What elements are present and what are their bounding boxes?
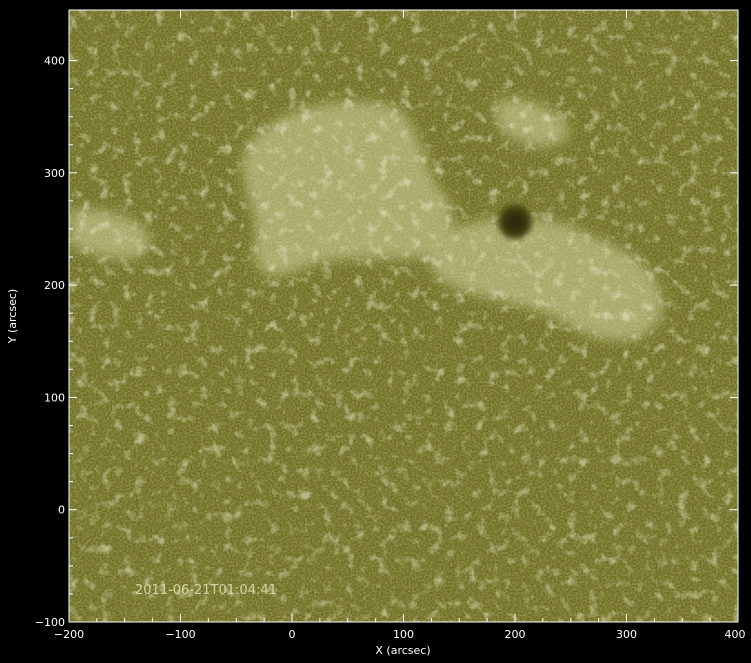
x-axis-label: X (arcsec)	[375, 644, 430, 657]
x-tick-label: −100	[165, 628, 195, 641]
x-tick-label: 100	[393, 628, 414, 641]
granulation-texture	[69, 10, 738, 622]
timestamp-label: 2011-06-21T01:04:41	[135, 583, 277, 598]
solar-image: 2011-06-21T01:04:41	[69, 10, 738, 622]
y-tick-label: 0	[58, 504, 65, 517]
x-tick-label: 300	[616, 628, 637, 641]
x-tick-label: 400	[725, 628, 746, 641]
y-tick-label: 200	[44, 279, 65, 292]
y-tick-label: 100	[44, 391, 65, 404]
x-tick-label: 200	[505, 628, 526, 641]
sunspot-umbra	[506, 213, 524, 231]
y-tick-label: 400	[44, 55, 65, 68]
y-axis-label: Y (arcsec)	[6, 289, 19, 344]
x-tick-label: 0	[289, 628, 296, 641]
y-tick-label: −100	[35, 616, 65, 629]
y-tick-label: 300	[44, 167, 65, 180]
x-tick-label: −200	[54, 628, 84, 641]
y-axis: −100 0 100 200 300 400	[35, 55, 738, 629]
x-axis: −200 −100 0 100 200 300 400	[54, 10, 746, 641]
